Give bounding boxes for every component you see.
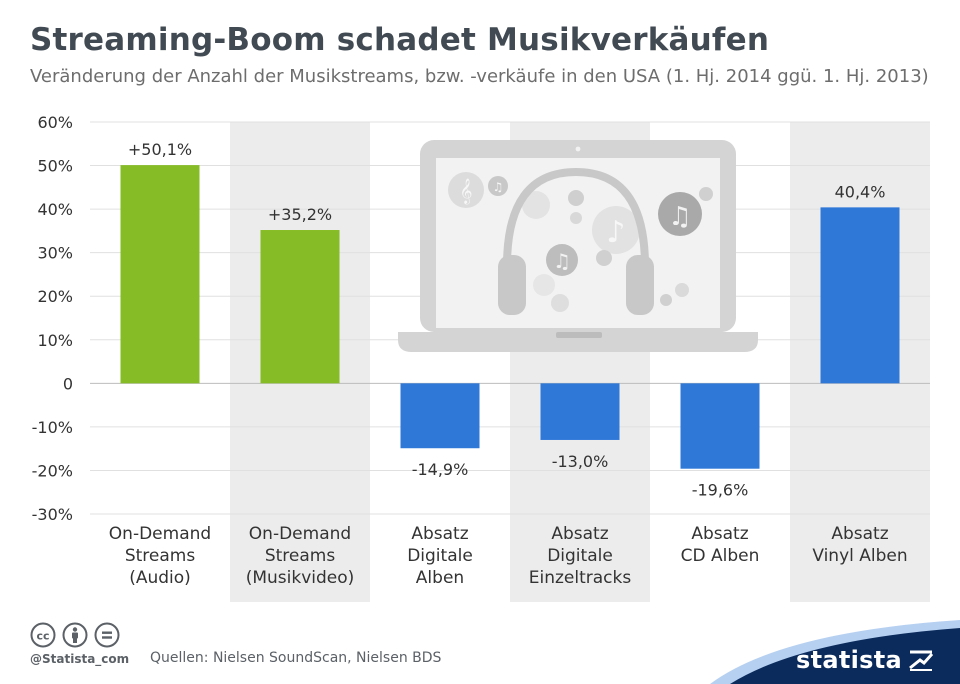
category-label: Absatz — [691, 524, 748, 544]
bar — [680, 383, 760, 469]
y-tick-label: 0 — [63, 374, 73, 393]
note-icon: ♪ — [606, 215, 625, 250]
note-icon: ♫ — [553, 249, 571, 273]
category-label: Alben — [416, 568, 464, 588]
y-tick-label: 40% — [37, 200, 73, 219]
note-icon: ♫ — [493, 180, 504, 194]
category-labels: On-DemandStreams(Audio)On-DemandStreams(… — [109, 524, 908, 588]
bar — [820, 207, 900, 384]
category-label: (Audio) — [129, 568, 191, 588]
data-label: -19,6% — [692, 481, 749, 500]
music-bubble — [522, 191, 550, 219]
category-label: Streams — [265, 546, 336, 566]
music-bubble — [675, 283, 689, 297]
category-label: Absatz — [551, 524, 608, 544]
music-bubble — [488, 176, 508, 196]
note-icon: ♫ — [668, 202, 691, 232]
laptop-base — [398, 332, 758, 352]
cc-icon: cc — [30, 622, 56, 648]
category-label: Absatz — [831, 524, 888, 544]
license-icons: cc — [30, 622, 120, 648]
y-tick-label: 60% — [37, 113, 73, 132]
nd-icon — [94, 622, 120, 648]
chart-subtitle: Veränderung der Anzahl der Musikstreams,… — [30, 66, 929, 87]
music-bubble — [592, 206, 640, 254]
category-label: On-Demand — [249, 524, 351, 544]
category-label: (Musikvideo) — [246, 568, 355, 588]
music-bubble — [658, 192, 702, 236]
statista-brand[interactable]: statista — [710, 614, 960, 684]
category-label: Digitale — [407, 546, 473, 566]
category-label: CD Alben — [681, 546, 760, 566]
category-label: Vinyl Alben — [812, 546, 907, 566]
laptop-camera — [575, 146, 581, 152]
y-tick-label: 30% — [37, 244, 73, 263]
sources-text: Quellen: Nielsen SoundScan, Nielsen BDS — [150, 650, 442, 666]
category-label: Streams — [125, 546, 196, 566]
y-tick-label: 20% — [37, 287, 73, 306]
y-tick-label: -20% — [32, 461, 73, 480]
by-icon — [62, 622, 88, 648]
music-bubble — [596, 250, 612, 266]
bar — [120, 165, 200, 384]
y-tick-label: 50% — [37, 157, 73, 176]
data-label: 40,4% — [835, 182, 886, 201]
music-bubble — [551, 294, 569, 312]
music-bubble — [448, 172, 484, 208]
data-label: -14,9% — [412, 460, 469, 479]
data-label: -13,0% — [552, 452, 609, 471]
svg-text:cc: cc — [36, 630, 49, 643]
y-tick-label: -10% — [32, 418, 73, 437]
statista-logo-icon — [909, 650, 934, 671]
y-axis-tick-labels: 60% 50% 40% 30% 20% 10% 0 -10% -20% -30% — [32, 113, 73, 524]
headphone-left-cup — [498, 255, 526, 315]
brand-wave — [710, 620, 960, 684]
category-label: Absatz — [411, 524, 468, 544]
data-label: +35,2% — [268, 205, 332, 224]
y-tick-label: -30% — [32, 505, 73, 524]
bar-chart: 𝄞 ♫ ♪ ♫ ♫ 60% 50% 40% 30% 20% 10% 0 -10% -20% -30… — [32, 113, 930, 602]
brand-wordmark: statista — [795, 646, 902, 674]
music-bubble — [660, 294, 672, 306]
bars — [120, 165, 900, 469]
music-bubble — [533, 274, 555, 296]
laptop-headphones-illustration: 𝄞 ♫ ♪ ♫ ♫ — [398, 140, 758, 352]
value-labels: +50,1% +35,2% -14,9% -13,0% -19,6% 40,4% — [128, 140, 886, 500]
statista-handle: @Statista_com — [30, 652, 130, 666]
music-bubble — [546, 244, 578, 276]
headphone-band — [503, 167, 649, 267]
headphone-right-cup — [626, 255, 654, 315]
bar — [260, 230, 340, 384]
data-label: +50,1% — [128, 140, 192, 159]
category-label: Einzeltracks — [529, 568, 632, 588]
music-bubble — [568, 190, 584, 206]
bar — [540, 383, 620, 440]
y-tick-label: 10% — [37, 331, 73, 350]
bar — [400, 383, 480, 449]
clef-icon: 𝄞 — [459, 178, 472, 204]
category-label: On-Demand — [109, 524, 211, 544]
chart-title: Streaming-Boom schadet Musikverkäufen — [30, 22, 770, 58]
music-bubble — [570, 212, 582, 224]
laptop-notch — [556, 332, 602, 338]
category-label: Digitale — [547, 546, 613, 566]
music-bubble — [699, 187, 713, 201]
